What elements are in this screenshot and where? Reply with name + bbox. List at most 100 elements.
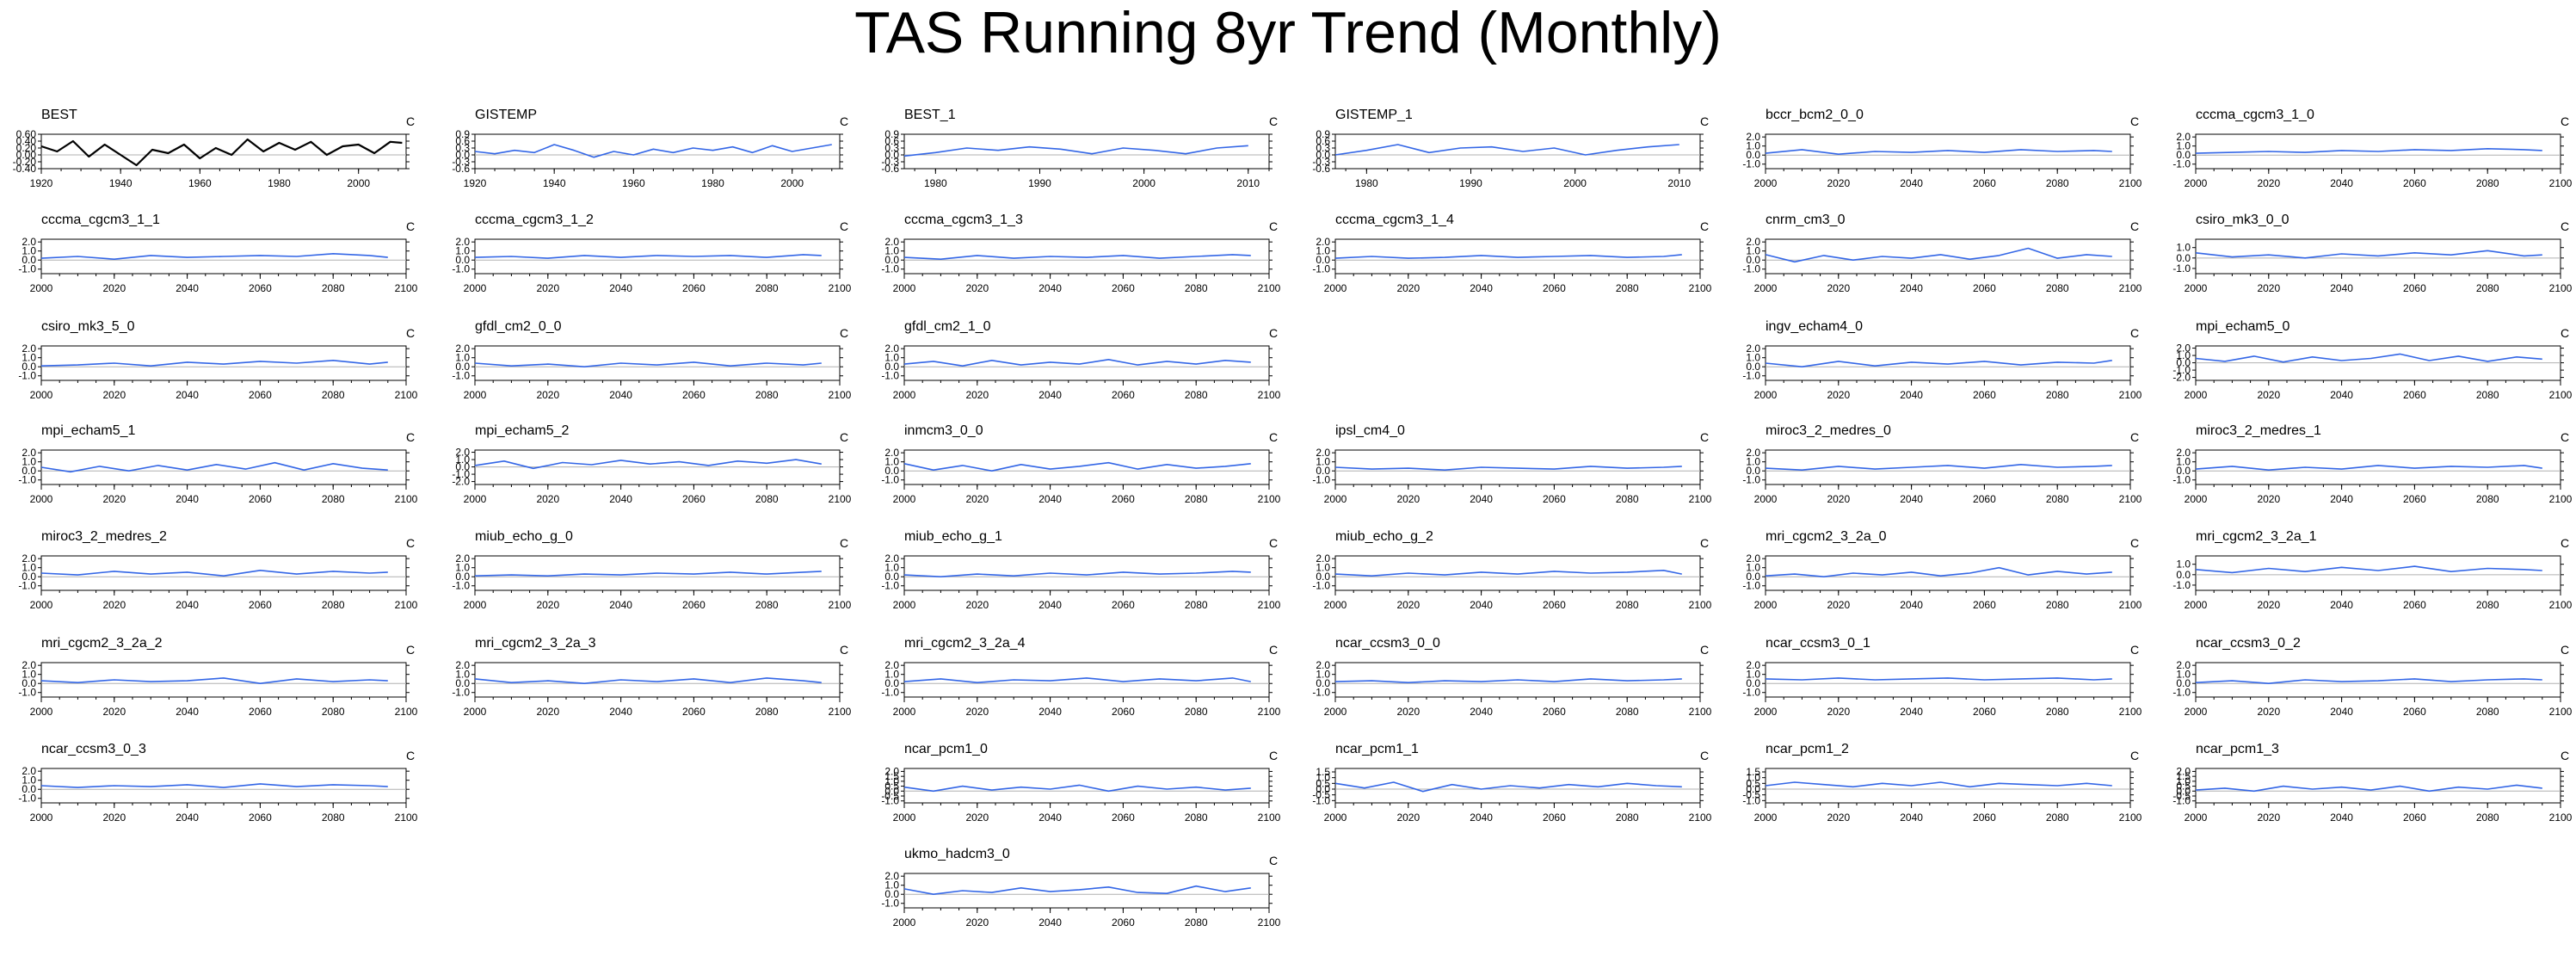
x-tick-label: 2040 xyxy=(176,706,199,718)
series-line xyxy=(903,145,1248,157)
y-tick-label: 1.0 xyxy=(1316,562,1330,574)
y-tick-label: 1.0 xyxy=(455,454,470,466)
y-tick-label: -1.0 xyxy=(1312,687,1330,699)
x-tick-label: 2060 xyxy=(1973,389,1996,401)
x-tick-label: 2100 xyxy=(829,282,852,294)
panel-ipsl_cm4_0: ipsl_cm4_0 C 2.01.00.0-1.0 2000 2020 2040 2060… xyxy=(1312,423,1711,505)
y-tick-label: -1.0 xyxy=(2172,474,2191,486)
y-tick-label: 2.0 xyxy=(22,236,36,248)
y-tick-label: -1.0 xyxy=(1742,263,1760,275)
panel-title: ncar_pcm1_3 xyxy=(2196,742,2279,756)
series-line xyxy=(2195,353,2542,363)
x-tick-label: 2020 xyxy=(1827,389,1850,401)
x-tick-label: 2000 xyxy=(1563,177,1587,189)
x-tick-label: 2040 xyxy=(2330,599,2353,611)
x-tick-label: 2040 xyxy=(1470,599,1493,611)
x-tick-label: 2020 xyxy=(965,282,989,294)
panel-ncar_pcm1_3: ncar_pcm1_3 C 2.01.51.00.50.0-0.5-1.0 2000 2… xyxy=(2172,742,2572,824)
x-tick-label: 2100 xyxy=(395,706,418,718)
y-tick-label: -1.0 xyxy=(452,263,470,275)
panel-unit: C xyxy=(1269,114,1278,128)
x-tick-label: 1960 xyxy=(622,177,645,189)
x-tick-label: 2020 xyxy=(102,599,126,611)
y-tick-label: 2.0 xyxy=(22,765,36,777)
x-tick-label: 2100 xyxy=(2549,177,2573,189)
panel-ukmo_hadcm3_0: ukmo_hadcm3_0 C 2.01.00.0-1.0 2000 2020 2040 2… xyxy=(881,847,1280,929)
x-tick-label: 2040 xyxy=(1470,282,1493,294)
panel-mpi_echam5_1: mpi_echam5_1 C 2.01.00.0-1.0 2000 2020 2040 20… xyxy=(18,423,417,505)
y-tick-label: -2.0 xyxy=(2172,372,2191,384)
x-tick-label: 2060 xyxy=(2403,599,2426,611)
x-tick-label: 2020 xyxy=(1396,706,1420,718)
panel-unit: C xyxy=(1269,643,1278,657)
x-tick-label: 2000 xyxy=(2185,389,2208,401)
x-tick-label: 2060 xyxy=(1973,811,1996,824)
x-tick-label: 2040 xyxy=(1038,706,1062,718)
x-tick-label: 2080 xyxy=(322,599,345,611)
x-tick-label: 2000 xyxy=(30,389,53,401)
panel-csiro_mk3_0_0: csiro_mk3_0_0 C 1.00.0-1.0 2000 2020 2040 2060… xyxy=(2172,213,2572,294)
x-tick-label: 2020 xyxy=(1827,811,1850,824)
x-tick-label: 2020 xyxy=(2257,811,2280,824)
panel-title: ncar_ccsm3_0_2 xyxy=(2196,636,2301,651)
panel-unit: C xyxy=(1700,219,1709,233)
x-tick-label: 2040 xyxy=(609,706,632,718)
x-tick-label: 2020 xyxy=(536,493,559,505)
x-tick-label: 2000 xyxy=(30,493,53,505)
series-line xyxy=(1334,569,1682,577)
panel-mri_cgcm2_3_2a_0: mri_cgcm2_3_2a_0 C 2.01.00.0-1.0 2000 2020 20… xyxy=(1742,529,2142,611)
x-tick-label: 2020 xyxy=(1827,599,1850,611)
x-tick-label: 2020 xyxy=(2257,177,2280,189)
y-tick-label: 1.0 xyxy=(1746,669,1760,681)
x-tick-label: 2100 xyxy=(2119,811,2142,824)
y-tick-label: 1.0 xyxy=(22,245,36,257)
x-tick-label: 2020 xyxy=(2257,389,2280,401)
y-tick-label: -1.0 xyxy=(1312,474,1330,486)
x-tick-label: 2060 xyxy=(682,389,706,401)
x-tick-label: 2000 xyxy=(2185,282,2208,294)
panel-unit: C xyxy=(1700,430,1709,444)
x-tick-label: 2080 xyxy=(1616,282,1639,294)
y-tick-label: -1.0 xyxy=(1742,158,1760,170)
x-tick-label: 2060 xyxy=(249,389,272,401)
y-tick-label: -1.0 xyxy=(2172,158,2191,170)
x-tick-label: 2080 xyxy=(2046,389,2069,401)
series-line xyxy=(1334,466,1682,472)
panel-mpi_echam5_2: mpi_echam5_2 C 2.01.00.0-1.0-2.0 2000 2020 20… xyxy=(452,423,851,505)
y-tick-label: 1.0 xyxy=(1316,245,1330,257)
x-tick-label: 2100 xyxy=(2549,493,2573,505)
x-tick-label: 2100 xyxy=(1258,916,1281,929)
y-tick-label: 2.0 xyxy=(884,236,899,248)
x-tick-label: 2080 xyxy=(1185,599,1208,611)
panel-title: miub_echo_g_1 xyxy=(904,529,1002,544)
panel-title: ncar_pcm1_0 xyxy=(904,742,988,756)
x-tick-label: 2040 xyxy=(1470,811,1493,824)
panel-unit: C xyxy=(2561,749,2569,762)
y-tick-label: 0.0 xyxy=(455,461,470,473)
y-tick-label: 0.9 xyxy=(455,128,470,140)
series-line xyxy=(40,783,388,788)
x-tick-label: 2080 xyxy=(322,493,345,505)
x-tick-label: 2100 xyxy=(2119,599,2142,611)
x-tick-label: 2020 xyxy=(2257,282,2280,294)
x-tick-label: 2080 xyxy=(755,493,779,505)
panel-frame xyxy=(903,133,1270,170)
panel-unit: C xyxy=(1269,430,1278,444)
panel-title: mri_cgcm2_3_2a_0 xyxy=(1766,529,1887,544)
panel-title: cccma_cgcm3_1_3 xyxy=(904,213,1023,227)
x-tick-label: 2020 xyxy=(2257,493,2280,505)
y-tick-label: 0.0 xyxy=(1746,254,1760,266)
y-tick-label: 0.5 xyxy=(1316,777,1330,789)
y-tick-label: 0.0 xyxy=(1746,149,1760,161)
panel-mpi_echam5_0: mpi_echam5_0 C 2.01.00.0-1.0-2.0 2000 2020 20… xyxy=(2172,319,2572,401)
series-line xyxy=(474,361,822,368)
x-tick-label: 2100 xyxy=(1258,282,1281,294)
x-tick-label: 2000 xyxy=(780,177,804,189)
x-tick-label: 2080 xyxy=(2046,599,2069,611)
y-tick-label: -1.0 xyxy=(881,580,899,592)
panel-unit: C xyxy=(2561,536,2569,550)
x-tick-label: 2040 xyxy=(2330,177,2353,189)
x-tick-label: 1980 xyxy=(924,177,947,189)
x-tick-label: 2040 xyxy=(1900,493,1923,505)
y-tick-label: 0.0 xyxy=(1316,571,1330,583)
